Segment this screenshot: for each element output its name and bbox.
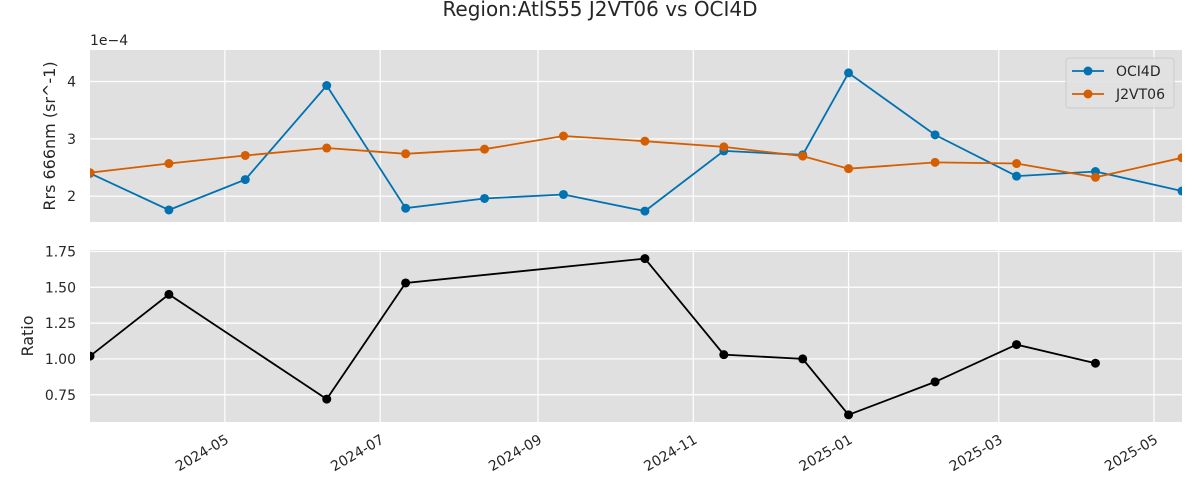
legend-swatch-marker [1083, 89, 1093, 99]
data-point [1012, 340, 1022, 350]
y-tick-label: 2 [67, 189, 76, 205]
data-point [558, 189, 568, 199]
data-point [558, 131, 568, 141]
series-ratio [90, 254, 1100, 420]
y-axis-label: Ratio [18, 315, 37, 356]
legend-label: J2VT06 [1115, 87, 1165, 103]
data-point [401, 203, 411, 213]
y-tick-label: 3 [67, 132, 76, 148]
data-point [844, 164, 854, 174]
y-tick-label: 1.75 [45, 244, 76, 260]
y-tick-label: 0.75 [45, 388, 76, 404]
rrs-panel: 2 3 4 Rrs 666nm (sr^-1) 1e−4 OCI4D J2VT06 [40, 33, 1182, 222]
x-tick-label: 2024-09 [486, 432, 545, 475]
y-tick-label: 1.50 [45, 280, 76, 296]
data-point [719, 142, 729, 152]
data-point [1090, 172, 1100, 182]
data-point [164, 289, 174, 299]
y-tick-label: 1.00 [45, 352, 76, 368]
data-point [90, 351, 95, 361]
data-point [322, 81, 332, 91]
data-point [480, 193, 490, 203]
data-point [322, 143, 332, 153]
x-axis: 2024-05 2024-07 2024-09 2024-11 2025-01 2025-… [173, 432, 1161, 475]
data-point [798, 354, 808, 364]
y-tick-label: 1.25 [45, 316, 76, 332]
x-tick-label: 2025-03 [947, 432, 1006, 475]
data-point [640, 254, 650, 264]
data-point [164, 159, 174, 169]
legend-label: OCI4D [1116, 64, 1161, 80]
x-tick-label: 2024-11 [641, 432, 700, 475]
ratio-panel: 0.75 1.00 1.25 1.50 1.75 Ratio [18, 244, 1182, 422]
data-point [930, 157, 940, 167]
data-point [1177, 186, 1182, 196]
data-point [240, 150, 250, 160]
data-point [480, 144, 490, 154]
data-point [719, 350, 729, 360]
legend-swatch-marker [1083, 66, 1093, 76]
x-tick-label: 2025-01 [797, 432, 856, 475]
data-point [1012, 171, 1022, 181]
data-point [844, 68, 854, 78]
data-point [930, 377, 940, 387]
data-point [164, 205, 174, 215]
axis-offset-text: 1e−4 [90, 33, 128, 49]
y-tick-label: 4 [67, 75, 76, 91]
data-point [401, 278, 411, 288]
data-point [1177, 153, 1182, 163]
plot-background [90, 250, 1182, 422]
x-tick-label: 2024-05 [173, 432, 232, 475]
plot-background [90, 50, 1182, 222]
series-j2vt06 [90, 131, 1182, 182]
data-point [640, 206, 650, 216]
data-point [1012, 159, 1022, 169]
data-point [1090, 358, 1100, 368]
y-axis-label: Rrs 666nm (sr^-1) [40, 61, 59, 210]
chart-title: Region:AtlS55 J2VT06 vs OCI4D [442, 0, 757, 21]
data-point [90, 168, 95, 178]
data-point [322, 394, 332, 404]
data-point [640, 136, 650, 146]
x-tick-label: 2024-07 [328, 432, 387, 475]
data-point [930, 130, 940, 140]
data-point [798, 151, 808, 161]
data-point [401, 149, 411, 159]
data-point [240, 175, 250, 185]
legend: OCI4D J2VT06 [1065, 57, 1175, 109]
x-tick-label: 2025-05 [1102, 432, 1161, 475]
data-point [844, 410, 854, 420]
